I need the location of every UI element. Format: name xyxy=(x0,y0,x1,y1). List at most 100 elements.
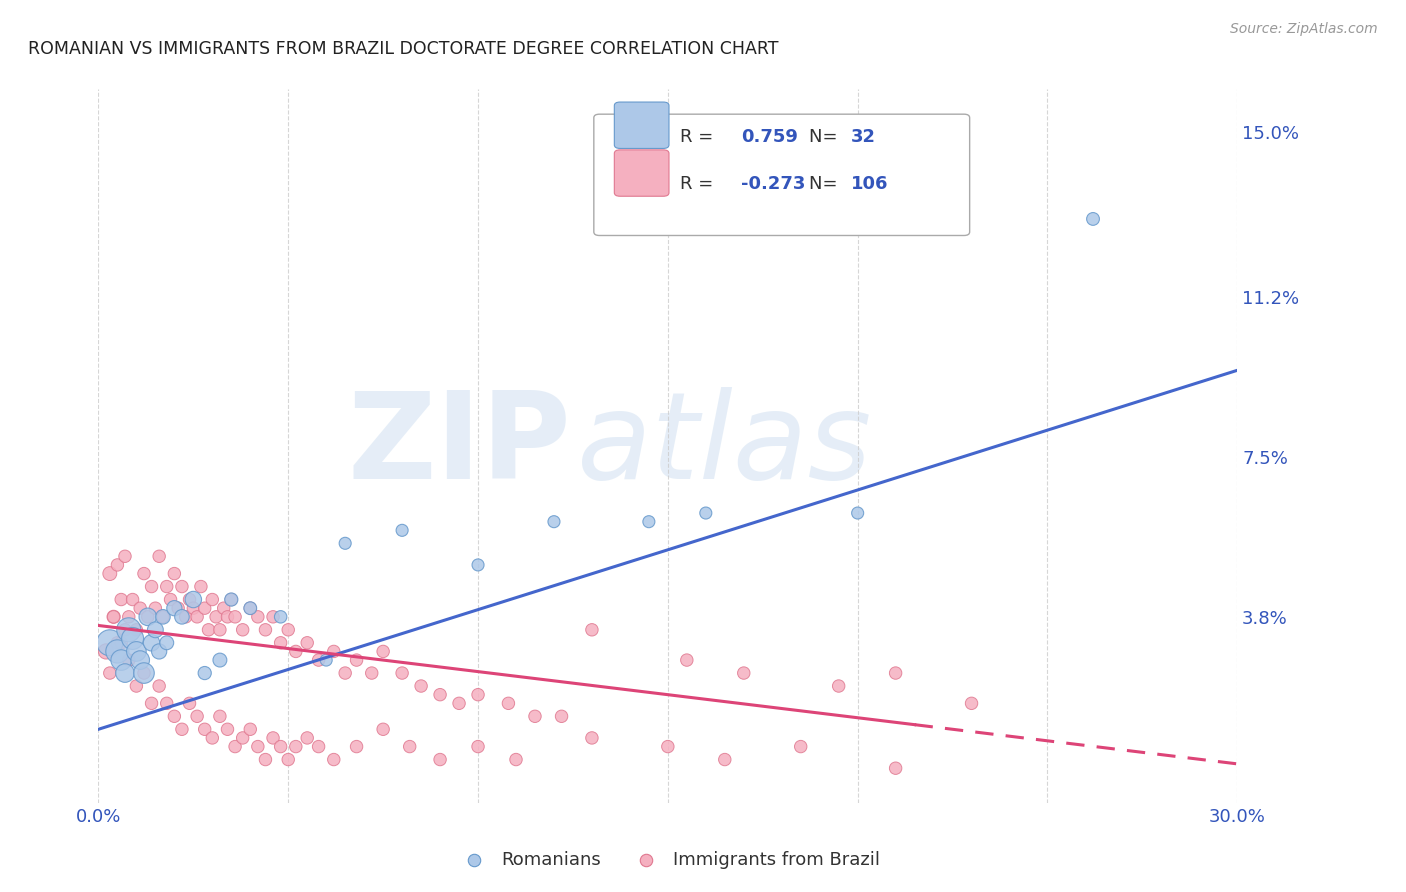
Point xyxy=(221,592,243,607)
Point xyxy=(132,566,155,581)
Point xyxy=(148,644,170,658)
Point xyxy=(239,601,262,615)
Point xyxy=(262,610,284,624)
Point xyxy=(224,739,246,754)
Point xyxy=(284,644,307,658)
Point xyxy=(98,666,121,681)
Point xyxy=(197,623,219,637)
Text: 106: 106 xyxy=(851,175,889,193)
Point xyxy=(125,644,148,658)
FancyBboxPatch shape xyxy=(593,114,970,235)
Point xyxy=(145,601,167,615)
Point xyxy=(163,601,186,615)
Point xyxy=(208,709,231,723)
Point xyxy=(194,601,217,615)
Point xyxy=(167,601,190,615)
Point xyxy=(254,753,277,767)
Point xyxy=(114,666,136,681)
Point xyxy=(543,515,565,529)
Point xyxy=(371,644,394,658)
Point xyxy=(246,739,269,754)
Point xyxy=(103,610,125,624)
Point xyxy=(141,696,163,710)
Point xyxy=(239,723,262,737)
Point xyxy=(581,731,603,745)
Point xyxy=(581,623,603,637)
Point xyxy=(277,623,299,637)
Point xyxy=(411,679,433,693)
Point xyxy=(156,636,179,650)
Point xyxy=(201,731,224,745)
Text: 32: 32 xyxy=(851,128,876,146)
Point xyxy=(201,592,224,607)
Point xyxy=(308,653,330,667)
Point xyxy=(141,636,163,650)
Point xyxy=(156,580,179,594)
Point xyxy=(524,709,547,723)
Point xyxy=(110,592,132,607)
Point xyxy=(170,610,193,624)
Point xyxy=(398,739,420,754)
Point xyxy=(270,636,292,650)
Point xyxy=(360,666,382,681)
Point xyxy=(695,506,717,520)
Point xyxy=(136,610,159,624)
Point xyxy=(960,696,983,710)
Point xyxy=(391,666,413,681)
Point xyxy=(346,653,368,667)
Point xyxy=(208,623,231,637)
Point xyxy=(391,524,413,538)
Point xyxy=(212,601,235,615)
Legend: Romanians, Immigrants from Brazil: Romanians, Immigrants from Brazil xyxy=(449,844,887,876)
Point xyxy=(270,739,292,754)
Text: 0.759: 0.759 xyxy=(741,128,797,146)
Point xyxy=(846,506,869,520)
Point xyxy=(371,723,394,737)
Point xyxy=(152,610,174,624)
Point xyxy=(107,558,129,572)
Point xyxy=(148,679,170,693)
Point xyxy=(449,696,471,710)
Point xyxy=(121,632,143,646)
Point xyxy=(262,731,284,745)
Point xyxy=(118,610,141,624)
Point xyxy=(1081,211,1104,226)
Point xyxy=(429,688,451,702)
Point xyxy=(132,666,155,681)
Point xyxy=(657,739,679,754)
Point xyxy=(217,610,239,624)
Point xyxy=(179,592,201,607)
Point xyxy=(98,636,121,650)
Point xyxy=(170,723,193,737)
Point xyxy=(148,549,170,564)
Text: N=: N= xyxy=(808,128,844,146)
Point xyxy=(714,753,737,767)
Point xyxy=(129,601,152,615)
Point xyxy=(297,731,319,745)
Point xyxy=(132,666,155,681)
Point xyxy=(159,592,181,607)
Point xyxy=(118,653,141,667)
Point xyxy=(733,666,755,681)
Point xyxy=(194,723,217,737)
Point xyxy=(322,753,344,767)
Point xyxy=(110,653,132,667)
FancyBboxPatch shape xyxy=(614,102,669,148)
Point xyxy=(277,753,299,767)
Point xyxy=(322,644,344,658)
Point xyxy=(194,666,217,681)
Point xyxy=(217,723,239,737)
Text: Source: ZipAtlas.com: Source: ZipAtlas.com xyxy=(1230,22,1378,37)
Point xyxy=(174,610,197,624)
Point xyxy=(141,580,163,594)
Point xyxy=(239,601,262,615)
Point xyxy=(183,592,205,607)
Point xyxy=(297,636,319,650)
Text: R =: R = xyxy=(681,128,720,146)
Text: atlas: atlas xyxy=(576,387,872,505)
Point xyxy=(125,679,148,693)
Point xyxy=(190,580,212,594)
Point xyxy=(254,623,277,637)
Point xyxy=(638,515,661,529)
Text: ZIP: ZIP xyxy=(347,387,571,505)
